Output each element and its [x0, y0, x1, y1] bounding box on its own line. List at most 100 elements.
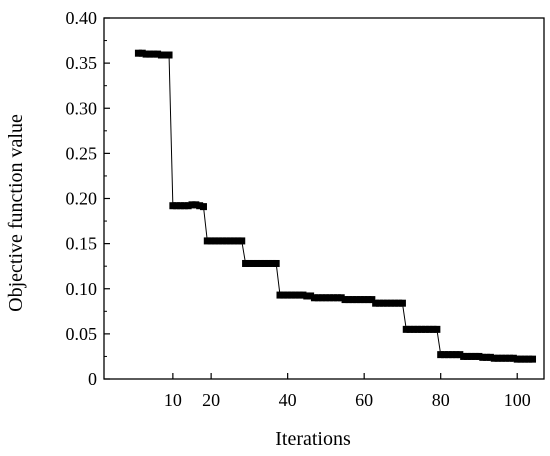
x-tick-label: 100	[504, 390, 531, 410]
data-point	[356, 296, 364, 304]
data-point	[257, 259, 265, 267]
data-point	[177, 202, 185, 210]
data-point	[249, 259, 257, 267]
data-point	[138, 49, 146, 57]
data-point	[529, 355, 537, 363]
data-point	[463, 352, 471, 360]
data-point	[207, 237, 215, 245]
data-point	[521, 355, 529, 363]
data-point	[326, 294, 334, 302]
data-point	[280, 291, 288, 299]
data-point	[150, 50, 158, 58]
data-point	[349, 296, 357, 304]
y-axis-label: Objective function value	[5, 114, 27, 312]
data-point	[318, 294, 326, 302]
data-point	[429, 325, 437, 333]
data-point	[242, 259, 250, 267]
data-point	[268, 259, 276, 267]
data-point	[134, 49, 142, 57]
data-point	[238, 237, 246, 245]
data-point	[203, 237, 211, 245]
data-point	[219, 237, 227, 245]
x-axis-label: Iterations	[275, 428, 351, 450]
data-point	[146, 50, 154, 58]
data-point	[498, 354, 506, 362]
data-point	[199, 203, 207, 211]
data-point	[314, 294, 322, 302]
series-markers	[134, 49, 537, 363]
data-point	[341, 296, 349, 304]
data-point	[234, 237, 242, 245]
data-point	[421, 325, 429, 333]
data-point	[299, 291, 307, 299]
x-tick-label: 60	[355, 390, 373, 410]
data-point	[479, 353, 487, 361]
data-point	[215, 237, 223, 245]
data-point	[337, 294, 345, 302]
data-point	[261, 259, 269, 267]
data-point	[452, 351, 460, 359]
data-point	[196, 202, 204, 210]
y-tick-label: 0.05	[66, 324, 98, 344]
data-point	[333, 294, 341, 302]
data-point	[310, 294, 318, 302]
y-tick-label: 0	[88, 369, 97, 389]
data-point	[395, 299, 403, 307]
y-tick-label: 0.25	[66, 143, 98, 163]
data-point	[418, 325, 426, 333]
data-point	[383, 299, 391, 307]
data-point	[265, 259, 273, 267]
data-point	[509, 354, 517, 362]
data-point	[437, 351, 445, 359]
data-point	[253, 259, 261, 267]
data-point	[169, 202, 177, 210]
y-tick-label: 0.15	[66, 234, 98, 254]
data-point	[154, 50, 162, 58]
data-point	[142, 50, 150, 58]
data-point	[494, 354, 502, 362]
x-tick-label: 80	[432, 390, 450, 410]
data-point	[211, 237, 219, 245]
data-point	[245, 259, 253, 267]
data-point	[330, 294, 338, 302]
data-point	[184, 202, 192, 210]
data-point	[180, 202, 188, 210]
data-point	[364, 296, 372, 304]
plot-frame	[103, 17, 545, 380]
data-point	[375, 299, 383, 307]
data-point	[425, 325, 433, 333]
data-point	[360, 296, 368, 304]
data-point	[456, 351, 464, 359]
data-point	[188, 201, 196, 209]
data-point	[513, 355, 521, 363]
y-tick-label: 0.30	[66, 98, 98, 118]
data-point	[291, 291, 299, 299]
data-point	[368, 296, 376, 304]
data-point	[322, 294, 330, 302]
x-tick-label: 10	[164, 390, 182, 410]
data-point	[276, 291, 284, 299]
data-point	[483, 353, 491, 361]
x-tick-label: 40	[279, 390, 297, 410]
data-point	[402, 325, 410, 333]
y-axis-ticks: 0 0.05 0.10 0.15 0.20 0.25 0.30 0.35 0.40	[66, 8, 110, 389]
data-point	[398, 299, 406, 307]
data-point	[222, 237, 230, 245]
data-point	[192, 201, 200, 209]
y-tick-label: 0.40	[66, 8, 98, 28]
data-point	[230, 237, 238, 245]
data-point	[173, 202, 181, 210]
data-point	[490, 354, 498, 362]
data-point	[517, 355, 525, 363]
data-point	[448, 351, 456, 359]
y-tick-label: 0.35	[66, 53, 98, 73]
data-point	[486, 353, 494, 361]
data-point	[161, 51, 169, 59]
data-point	[525, 355, 533, 363]
x-tick-label: 20	[202, 390, 220, 410]
data-point	[414, 325, 422, 333]
data-point	[471, 352, 479, 360]
data-point	[441, 351, 449, 359]
